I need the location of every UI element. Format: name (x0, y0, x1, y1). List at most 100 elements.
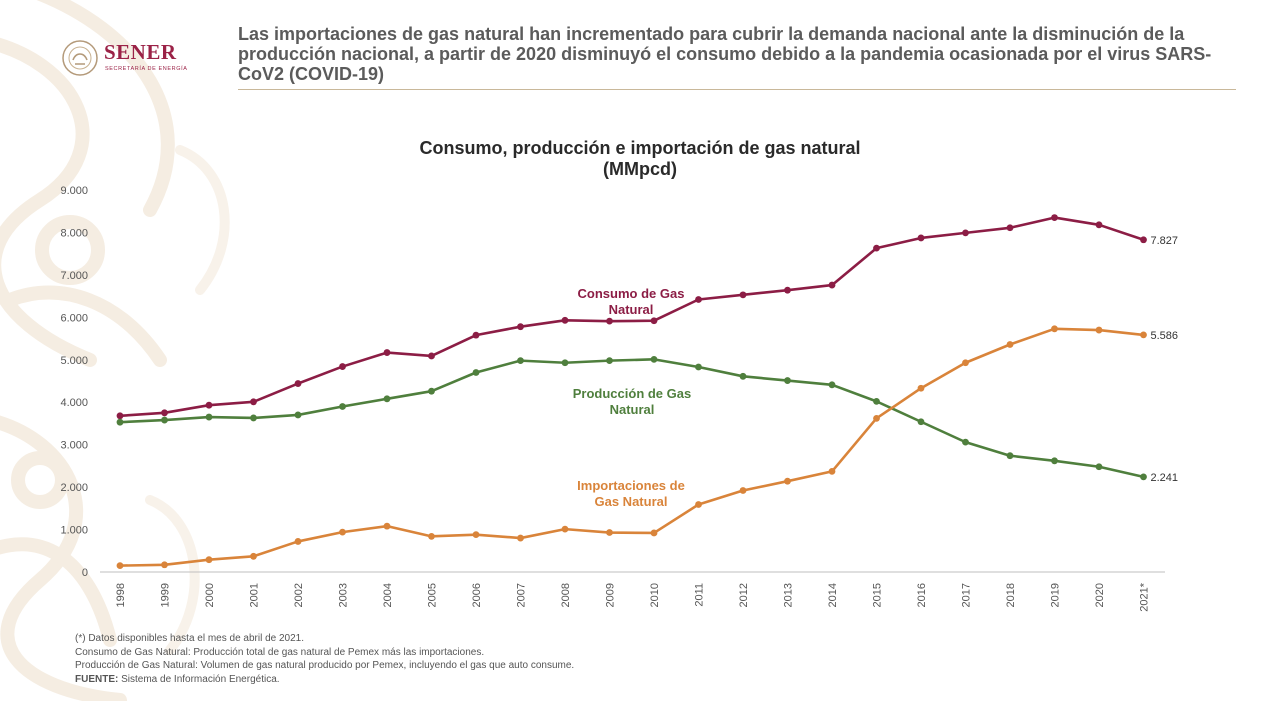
x-tick-label: 2006 (471, 583, 483, 607)
data-point-produccion (472, 369, 480, 376)
x-tick-label: 2008 (560, 583, 572, 607)
data-point-importaciones (1051, 325, 1058, 333)
x-tick-label: 1998 (115, 583, 127, 607)
footnote-3: Producción de Gas Natural: Volumen de ga… (75, 660, 575, 672)
x-tick-label: 2000 (204, 583, 216, 607)
data-point-produccion (784, 377, 791, 384)
data-point-importaciones (650, 529, 658, 537)
data-point-consumo (383, 349, 391, 356)
chart-title: Consumo, producción e importación de gas… (340, 138, 940, 180)
data-point-consumo (695, 296, 702, 303)
x-tick-label: 2001 (249, 583, 261, 607)
data-point-consumo (294, 380, 302, 387)
x-tick-label: 2019 (1050, 583, 1062, 607)
y-tick-label: 9.000 (60, 185, 88, 197)
data-point-produccion (606, 357, 613, 365)
series-label-consumo-line2: Natural (609, 302, 654, 317)
data-point-produccion (1006, 452, 1014, 460)
data-point-importaciones (1140, 331, 1147, 339)
data-point-consumo (784, 286, 791, 294)
x-tick-label: 2005 (427, 583, 439, 607)
footnote-2: Consumo de Gas Natural: Producción total… (75, 646, 485, 658)
data-point-consumo (428, 352, 435, 360)
x-tick-label: 2011 (694, 583, 706, 607)
data-point-importaciones (428, 532, 435, 540)
data-point-importaciones (472, 531, 480, 539)
data-point-produccion (828, 381, 836, 389)
data-point-importaciones (962, 359, 969, 367)
data-point-importaciones (250, 552, 257, 560)
x-tick-label: 2003 (338, 583, 350, 607)
logo-brand: SENER (104, 40, 177, 64)
data-point-produccion (161, 416, 168, 424)
data-point-produccion (1140, 473, 1147, 481)
data-point-importaciones (205, 556, 213, 564)
data-point-importaciones (561, 525, 569, 533)
logo-subtitle: SECRETARÍA DE ENERGÍA (105, 66, 188, 72)
data-point-consumo (250, 398, 257, 406)
data-point-produccion (339, 403, 346, 410)
x-tick-label: 2002 (293, 583, 305, 607)
data-point-consumo (739, 291, 747, 299)
chart-subtitle: (MMpcd) (603, 159, 677, 179)
data-point-consumo (650, 317, 658, 325)
x-tick-label: 2010 (649, 583, 661, 607)
series-label-importaciones-line2: Gas Natural (595, 494, 668, 509)
end-label-importaciones: 5.586 (1151, 330, 1179, 342)
x-tick-label: 2004 (382, 583, 394, 607)
data-point-produccion (116, 418, 124, 426)
y-tick-label: 1.000 (60, 525, 88, 537)
end-label-consumo: 7.827 (1151, 235, 1179, 247)
y-tick-label: 5.000 (60, 355, 88, 367)
data-point-produccion (561, 359, 569, 367)
source-text: Sistema de Información Energética. (118, 673, 280, 685)
chart-title-main: Consumo, producción e importación de gas… (419, 138, 861, 158)
data-point-consumo (116, 412, 124, 420)
data-point-consumo (962, 229, 969, 237)
data-point-importaciones (294, 538, 302, 545)
y-tick-label: 7.000 (60, 270, 88, 282)
data-point-produccion (294, 411, 302, 419)
y-tick-label: 4.000 (60, 397, 88, 409)
data-point-importaciones (828, 468, 836, 475)
x-tick-label: 2012 (738, 583, 750, 607)
series-label-produccion-line2: Natural (610, 402, 655, 417)
data-point-produccion (383, 395, 391, 403)
data-point-importaciones (339, 528, 346, 536)
x-tick-label: 2007 (516, 583, 528, 607)
series-line-importaciones (119, 327, 1144, 567)
x-tick-label: 2013 (783, 583, 795, 607)
data-point-importaciones (695, 501, 702, 508)
x-tick-label: 2014 (827, 583, 839, 607)
data-point-produccion (1095, 463, 1103, 471)
series-line-consumo (119, 216, 1144, 418)
x-tick-label: 2009 (605, 583, 617, 607)
data-point-importaciones (1006, 341, 1014, 348)
data-point-importaciones (1095, 326, 1103, 334)
x-tick-label: 2016 (916, 583, 928, 607)
data-point-consumo (472, 331, 480, 339)
series-label-produccion: Producción de Gas (573, 386, 691, 401)
data-point-consumo (606, 317, 613, 325)
data-point-consumo (1095, 221, 1103, 229)
data-point-importaciones (161, 561, 168, 569)
y-tick-label: 3.000 (60, 440, 88, 452)
data-point-produccion (695, 363, 702, 371)
y-tick-label: 6.000 (60, 312, 88, 324)
data-point-produccion (205, 413, 213, 421)
data-point-produccion (428, 387, 435, 395)
data-point-consumo (1140, 236, 1147, 244)
data-point-consumo (828, 281, 836, 289)
data-point-consumo (339, 363, 346, 370)
footnote-source: FUENTE: Sistema de Información Energétic… (75, 673, 574, 687)
sener-logo: SENER SECRETARÍA DE ENERGÍA (60, 36, 190, 82)
coat-of-arms-icon (62, 40, 98, 76)
data-point-importaciones (739, 487, 747, 494)
footnote-1: (*) Datos disponibles hasta el mes de ab… (75, 633, 305, 644)
data-point-produccion (650, 355, 658, 363)
x-tick-label: 2018 (1005, 583, 1017, 607)
x-tick-label: 2017 (961, 583, 973, 607)
data-point-consumo (205, 401, 213, 409)
data-point-importaciones (917, 384, 925, 392)
